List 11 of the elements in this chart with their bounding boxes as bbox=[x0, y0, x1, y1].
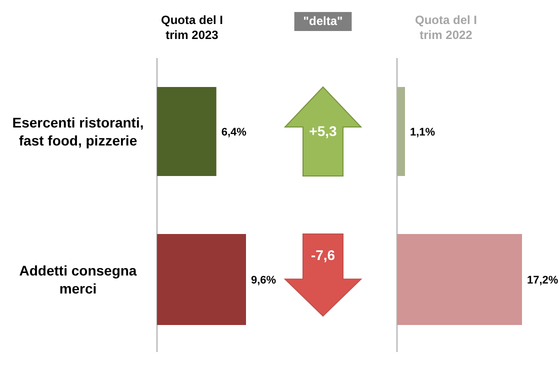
text: -7,6 bbox=[310, 247, 336, 264]
data-label: 6,4% bbox=[221, 126, 247, 138]
chart-title: Quota del I trim 2022 bbox=[414, 13, 478, 42]
text: +5,3 bbox=[309, 122, 338, 139]
data-label: 9,6% bbox=[251, 274, 276, 286]
data-label: 17,2% bbox=[527, 274, 558, 286]
chart-title: Quota del I trim 2023 bbox=[160, 13, 224, 42]
text: "delta" bbox=[303, 14, 343, 28]
y-tick-label: Addetti consegna merci bbox=[19, 262, 137, 296]
y-tick-label: Esercenti ristoranti, fast food, pizzerie bbox=[12, 114, 144, 148]
data-label: 1,1% bbox=[410, 126, 436, 138]
